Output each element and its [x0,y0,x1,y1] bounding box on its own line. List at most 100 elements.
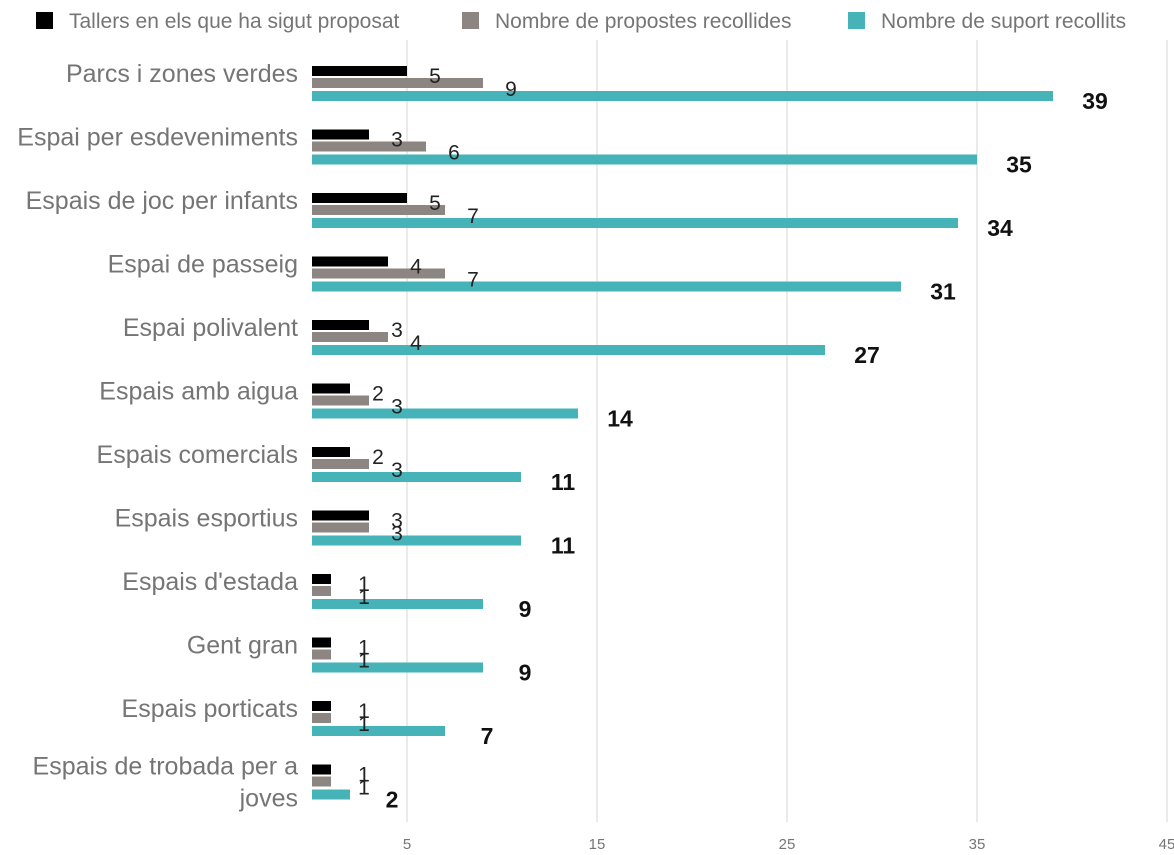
legend-swatch [848,12,865,29]
data-label: 39 [1082,88,1108,114]
category-label-line: joves [239,785,298,813]
bar [312,713,331,723]
legend: Tallers en els que ha sigut proposat Nomb… [36,10,1126,33]
category-label: Espais porticats [122,695,298,723]
bar [312,701,331,711]
data-label: 1 [358,573,370,596]
bar [312,383,350,394]
category-label: Parcs i zones verdes [66,60,298,88]
legend-item: Nombre de propostes recollides [462,10,791,33]
bar [312,662,483,673]
category-label: Espai de passeig [108,251,298,279]
data-label: 5 [429,192,441,215]
bar [312,332,388,342]
x-tick-label: 25 [779,836,796,853]
bar [312,459,369,469]
data-label: 1 [358,650,370,673]
data-label: 27 [854,342,880,368]
data-label: 1 [358,586,370,609]
data-label: 7 [481,723,494,749]
x-tick-label: 45 [1159,836,1174,853]
bar [312,193,407,203]
data-label: 14 [607,406,633,432]
data-label: 3 [391,129,403,152]
x-tick-label: 5 [403,836,411,853]
bar [312,91,1053,101]
data-label: 9 [519,596,532,622]
category-label: Espais de trobada per a joves [33,753,299,813]
data-label: 35 [1006,152,1032,178]
data-label: 1 [358,637,370,660]
bars [312,66,1053,800]
data-label: 7 [467,269,479,292]
category-label: Gent gran [187,632,298,660]
data-label: 6 [448,142,460,165]
data-label: 11 [551,533,576,559]
data-label: 1 [358,700,370,723]
category-label: Espais de joc per infants [26,187,298,215]
category-label: Espais amb aigua [99,378,298,406]
data-label: 11 [551,469,576,495]
bar [312,66,407,76]
bar [312,129,369,140]
bar [312,395,369,406]
category-label-line: Espais de trobada per a [33,753,299,781]
data-label: 9 [505,78,517,101]
category-label: Espai polivalent [123,314,298,342]
x-tick-label: 15 [589,836,606,853]
legend-item: Nombre de suport recollits [848,10,1126,33]
data-label: 3 [391,510,403,533]
category-labels: Parcs i zones verdes Espai per esdevenime… [17,60,298,813]
data-label: 34 [987,215,1013,241]
data-label: 31 [930,279,956,305]
bar [312,78,483,88]
bar [312,599,483,609]
value-labels: 5354322311119677433311113935343127141111… [358,65,1108,813]
bar [312,408,578,419]
bar [312,586,331,596]
x-tick-label: 35 [969,836,986,853]
bar [312,268,445,279]
data-label: 2 [372,446,384,469]
bar [312,447,350,457]
bar [312,637,331,648]
bar [312,535,521,546]
bar [312,789,350,800]
bar [312,218,958,228]
data-label: 3 [391,319,403,342]
data-label: 4 [410,332,422,355]
category-label: Espais d'estada [122,568,298,596]
data-label: 4 [410,256,422,279]
bar [312,281,901,292]
legend-item: Tallers en els que ha sigut proposat [36,10,400,33]
legend-swatch [462,12,479,29]
bar [312,154,977,165]
category-label: Espais comercials [97,441,298,469]
data-label: 3 [391,523,403,546]
data-label: 5 [429,65,441,88]
legend-label: Nombre de suport recollits [881,10,1126,33]
category-label: Espai per esdeveniments [17,124,298,152]
data-label: 9 [519,660,532,686]
legend-swatch [36,12,53,29]
bar [312,649,331,660]
bar [312,205,445,215]
category-label: Espais esportius [115,505,298,533]
bar [312,764,331,775]
bar [312,141,426,152]
legend-label: Tallers en els que ha sigut proposat [69,10,400,33]
bar [312,472,521,482]
data-label: 3 [391,459,403,482]
bar [312,256,388,267]
legend-label: Nombre de propostes recollides [495,10,791,33]
data-label: 7 [467,205,479,228]
data-label: 2 [372,383,384,406]
bar [312,574,331,584]
data-label: 1 [358,764,370,787]
bar [312,345,825,355]
data-label: 1 [358,713,370,736]
data-label: 3 [391,396,403,419]
data-label: 2 [386,787,399,813]
x-axis-ticks: 5 15 25 35 45 [403,836,1174,853]
